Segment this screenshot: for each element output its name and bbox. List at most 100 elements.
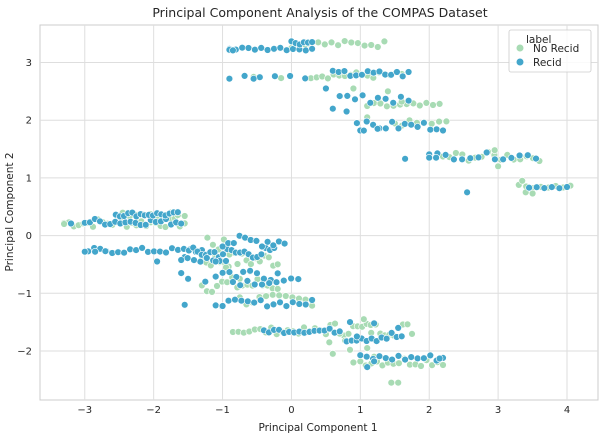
scatter-point-no-recid bbox=[324, 74, 332, 83]
scatter-point-recid bbox=[524, 151, 532, 159]
scatter-point-no-recid bbox=[452, 149, 460, 157]
scatter-point-recid bbox=[356, 351, 364, 359]
scatter-point-no-recid bbox=[344, 330, 353, 338]
scatter-point-recid bbox=[366, 99, 374, 107]
scatter-point-no-recid bbox=[60, 220, 68, 228]
scatter-point-recid bbox=[183, 254, 192, 262]
scatter-point-recid bbox=[413, 123, 422, 131]
scatter-point-recid bbox=[203, 254, 211, 262]
scatter-point-recid bbox=[382, 124, 390, 133]
scatter-point-recid bbox=[294, 275, 302, 283]
scatter-point-recid bbox=[358, 91, 367, 100]
legend-label-recid: Recid bbox=[533, 57, 562, 69]
scatter-point-recid bbox=[212, 272, 220, 281]
scatter-point-recid bbox=[381, 95, 390, 103]
scatter-point-recid bbox=[289, 298, 297, 306]
scatter-point-recid bbox=[219, 250, 227, 258]
scatter-point-recid bbox=[253, 269, 261, 277]
scatter-point-recid bbox=[439, 126, 447, 135]
scatter-point-no-recid bbox=[384, 87, 392, 96]
scatter-point-recid bbox=[401, 355, 409, 364]
scatter-point-recid bbox=[274, 269, 282, 277]
legend: label No Recid Recid bbox=[508, 29, 592, 73]
scatter-point-recid bbox=[265, 279, 273, 287]
scatter-point-no-recid bbox=[275, 291, 283, 299]
scatter-point-recid bbox=[138, 244, 146, 252]
scatter-point-recid bbox=[301, 74, 309, 83]
scatter-point-recid bbox=[399, 72, 407, 81]
scatter-point-recid bbox=[374, 94, 382, 102]
scatter-point-recid bbox=[373, 125, 382, 133]
scatter-point-recid bbox=[231, 296, 239, 304]
scatter-point-recid bbox=[548, 183, 556, 191]
scatter-point-recid bbox=[282, 302, 291, 310]
scatter-point-recid bbox=[375, 67, 384, 76]
scatter-point-no-recid bbox=[367, 41, 375, 49]
scatter-point-recid bbox=[463, 188, 471, 197]
scatter-point-recid bbox=[540, 184, 548, 192]
x-tick-label: 2 bbox=[426, 405, 432, 416]
scatter-point-recid bbox=[450, 155, 458, 164]
scatter-point-no-recid bbox=[209, 241, 217, 249]
scatter-point-no-recid bbox=[321, 40, 329, 49]
scatter-point-recid bbox=[394, 324, 402, 332]
scatter-point-no-recid bbox=[274, 260, 282, 268]
scatter-point-recid bbox=[295, 300, 303, 308]
scatter-point-recid bbox=[224, 297, 233, 305]
scatter-point-no-recid bbox=[341, 37, 349, 45]
scatter-point-no-recid bbox=[422, 99, 431, 107]
scatter-point-recid bbox=[263, 238, 272, 246]
scatter-point-recid bbox=[308, 38, 316, 46]
scatter-point-recid bbox=[398, 332, 406, 340]
scatter-point-recid bbox=[229, 46, 237, 55]
scatter-point-recid bbox=[302, 300, 310, 309]
scatter-point-recid bbox=[382, 354, 390, 362]
tick-labels: −3 −2 −1 0 1 2 3 4 −2 −1 0 1 2 3 bbox=[17, 58, 570, 416]
scatter-point-recid bbox=[389, 99, 397, 107]
scatter-point-recid bbox=[346, 318, 354, 326]
scatter-point-recid bbox=[329, 104, 337, 113]
scatter-point-recid bbox=[256, 73, 264, 81]
scatter-point-no-recid bbox=[435, 100, 444, 108]
scatter-point-recid bbox=[258, 280, 266, 289]
scatter-point-recid bbox=[91, 248, 99, 256]
legend-marker-no-recid bbox=[515, 43, 525, 53]
scatter-point-recid bbox=[210, 248, 219, 256]
x-tick-label: 3 bbox=[495, 405, 501, 416]
scatter-point-recid bbox=[404, 68, 413, 76]
scatter-point-no-recid bbox=[528, 189, 537, 198]
scatter-point-recid bbox=[258, 242, 266, 251]
scatter-point-recid bbox=[251, 45, 259, 54]
scatter-point-recid bbox=[555, 184, 564, 192]
scatter-point-recid bbox=[225, 268, 234, 276]
scatter-point-no-recid bbox=[331, 319, 339, 328]
y-tick-label: 2 bbox=[26, 116, 32, 127]
y-tick-label: 0 bbox=[26, 231, 32, 242]
scatter-point-no-recid bbox=[349, 358, 358, 367]
scatter-point-recid bbox=[363, 363, 371, 371]
scatter-point-recid bbox=[249, 74, 258, 83]
scatter-point-recid bbox=[499, 155, 507, 164]
scatter-point-recid bbox=[218, 302, 227, 310]
scatter-point-recid bbox=[142, 221, 150, 229]
scatter-point-no-recid bbox=[213, 282, 221, 290]
scatter-point-recid bbox=[507, 154, 516, 162]
scatter-point-no-recid bbox=[374, 43, 382, 51]
scatter-point-recid bbox=[218, 242, 227, 251]
scatter-point-no-recid bbox=[325, 338, 333, 346]
scatter-point-recid bbox=[271, 72, 279, 80]
scatter-point-no-recid bbox=[274, 285, 282, 293]
scatter-point-no-recid bbox=[354, 39, 362, 47]
scatter-point-recid bbox=[426, 351, 434, 360]
scatter-point-no-recid bbox=[435, 117, 443, 126]
legend-label-no-recid: No Recid bbox=[533, 43, 579, 55]
scatter-point-no-recid bbox=[269, 291, 277, 299]
scatter-point-recid bbox=[322, 84, 330, 93]
scatter-point-recid bbox=[283, 46, 291, 54]
scatter-point-recid bbox=[230, 239, 238, 247]
scatter-point-recid bbox=[363, 353, 371, 361]
scatter-point-no-recid bbox=[347, 38, 355, 47]
scatter-point-recid bbox=[272, 278, 281, 286]
scatter-point-recid bbox=[244, 297, 252, 305]
